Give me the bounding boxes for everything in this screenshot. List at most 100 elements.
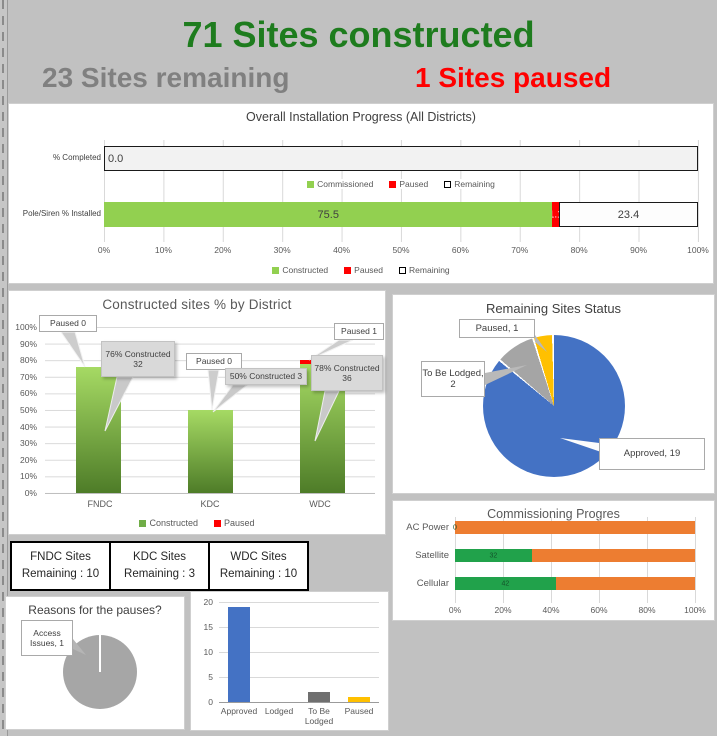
callout-to-be-lodged: To Be Lodged, 2 [421, 361, 485, 397]
y-axis-tick: 90% [19, 338, 37, 349]
legend-swatch [399, 266, 407, 274]
legend: Constructed Paused [9, 518, 385, 528]
legend-label: Paused [354, 265, 384, 275]
chart-title: Reasons for the pauses? [28, 603, 162, 617]
legend-item: Paused [342, 265, 386, 275]
y-axis-tick: 5 [208, 672, 213, 682]
legend-label: Paused [224, 518, 255, 528]
paused-count-heading: 1 Sites paused [415, 62, 612, 93]
y-axis-tick: 100% [15, 322, 37, 332]
box-value: Remaining : 10 [21, 568, 100, 580]
remaining-value-label: 23.4 [617, 208, 640, 221]
y-axis-tick: 10 [203, 647, 213, 657]
bar-approved [228, 607, 250, 702]
y-axis-tick: 0% [24, 488, 37, 498]
legend-item: Remaining [397, 265, 452, 275]
x-axis-tick: 40% [542, 605, 560, 615]
wdc-remaining-box[interactable]: WDC Sites Remaining : 10 [208, 541, 309, 591]
legend-label: Paused [399, 179, 429, 189]
constructed-segment [188, 410, 233, 493]
district-constructed-chart[interactable]: Constructed sites % by District 0% 10% 20%… [8, 290, 386, 535]
legend-label: Constructed [282, 265, 329, 275]
legend-top: Commissioned Paused Remaining [104, 179, 698, 189]
y-axis: 0 5 10 15 20 [191, 597, 216, 707]
constructed-value-label: 75.5 [317, 208, 339, 221]
legend-swatch [272, 266, 280, 274]
bar-kdc [188, 327, 233, 493]
x-axis-tick: 60% [451, 245, 469, 255]
legend-swatch [444, 180, 452, 188]
fndc-remaining-box[interactable]: FNDC Sites Remaining : 10 [10, 541, 111, 591]
installed-stacked-bar: 75.5 1.1 23.4 [104, 202, 698, 227]
pending-segment [555, 577, 695, 590]
x-axis-tick: 40% [333, 245, 351, 255]
x-axis: 0% 10% 20% 30% 40% 50% 60% 70% 80% 90% 100% [98, 245, 709, 257]
y-axis-tick: 70% [19, 371, 37, 382]
x-axis-tick: 80% [570, 245, 588, 255]
y-axis-tick: 0 [208, 697, 213, 707]
commissioned-value-label: 0 [453, 524, 457, 531]
y-axis-tick: 80% [19, 355, 37, 366]
row-label-satellite: Satellite [415, 550, 449, 561]
chart-title: Overall Installation Progress (All Distr… [246, 110, 476, 124]
box-value: Remaining : 10 [219, 568, 298, 580]
remaining-bar-plot [219, 602, 379, 703]
legend-bottom: Constructed Paused Remaining [9, 265, 713, 275]
page-break-edge [0, 0, 8, 736]
y-axis-tick: 20 [203, 597, 213, 607]
remaining-segment: 23.4 [559, 202, 698, 227]
completed-bar: 0.0 [104, 146, 698, 171]
row-label-completed: % Completed [52, 153, 101, 162]
paused-segment: 1.1 [552, 202, 559, 227]
commissioned-segment: 32 [455, 549, 532, 562]
y-axis-tick: 15 [203, 622, 213, 632]
pause-reasons-pie [63, 635, 137, 709]
x-axis-tick: 90% [630, 245, 648, 255]
legend-item: Remaining [442, 179, 497, 189]
x-axis: 0% 20% 40% 60% 80% 100% [449, 605, 706, 617]
legend-item: Constructed [137, 518, 200, 528]
bar-satellite: 32 [455, 549, 695, 562]
remaining-status-bar-chart[interactable]: 0 5 10 15 20 Approved Lodged To Be Lodged Pa… [190, 591, 389, 731]
category-lodged: Lodged [264, 706, 294, 716]
pause-reasons-chart[interactable]: Reasons for the pauses? Access Issues, 1 [5, 596, 185, 730]
callout-paused-kdc: Paused 0 [186, 353, 242, 370]
x-axis-tick: 100% [684, 605, 706, 615]
kdc-remaining-box[interactable]: KDC Sites Remaining : 3 [109, 541, 210, 591]
legend-swatch [139, 519, 147, 527]
y-axis-tick: 50% [19, 405, 37, 415]
remaining-status-chart[interactable]: Remaining Sites Status Paused, 1 To Be L… [392, 294, 715, 494]
box-value: Remaining : 3 [124, 568, 195, 580]
commissioning-progress-chart[interactable]: Commissioning Progres AC Power Satellite… [392, 500, 715, 621]
x-axis-tick: 80% [638, 605, 656, 615]
y-axis-tick: 40% [19, 421, 37, 432]
overall-progress-chart[interactable]: Overall Installation Progress (All Distr… [8, 103, 714, 284]
category-kdc: KDC [200, 499, 220, 509]
legend-swatch [214, 519, 221, 527]
callout-approved: Approved, 19 [599, 438, 705, 470]
x-axis-tick: 10% [154, 245, 172, 255]
callout-paused: Paused, 1 [459, 319, 535, 338]
legend-item: Paused [387, 179, 431, 189]
callout-paused-fndc: Paused 0 [39, 315, 97, 332]
legend-label: Remaining [454, 179, 495, 189]
bar-to-be-lodged [308, 692, 330, 702]
constructed-segment [76, 366, 121, 493]
category-wdc: WDC [309, 499, 331, 509]
y-axis-tick: 30% [19, 438, 37, 449]
callout-constructed-wdc: 78% Constructed 36 [311, 355, 383, 391]
category-paused: Paused [344, 706, 374, 716]
row-label-ac-power: AC Power [406, 522, 449, 533]
commissioned-value-label: 32 [489, 552, 498, 559]
legend-swatch [307, 180, 315, 188]
category-to-be-lodged: To Be Lodged [304, 706, 334, 727]
x-axis-categories: FNDC KDC WDC [45, 499, 375, 510]
commissioned-value-label: 42 [501, 580, 510, 587]
chart-title: Remaining Sites Status [485, 301, 622, 316]
x-axis-tick: 0% [448, 605, 462, 615]
constructed-segment: 75.5 [104, 202, 553, 227]
legend-item: Commissioned [305, 179, 376, 189]
pending-segment [531, 549, 695, 562]
box-title: KDC Sites [132, 551, 187, 564]
bar-wdc [300, 327, 345, 493]
